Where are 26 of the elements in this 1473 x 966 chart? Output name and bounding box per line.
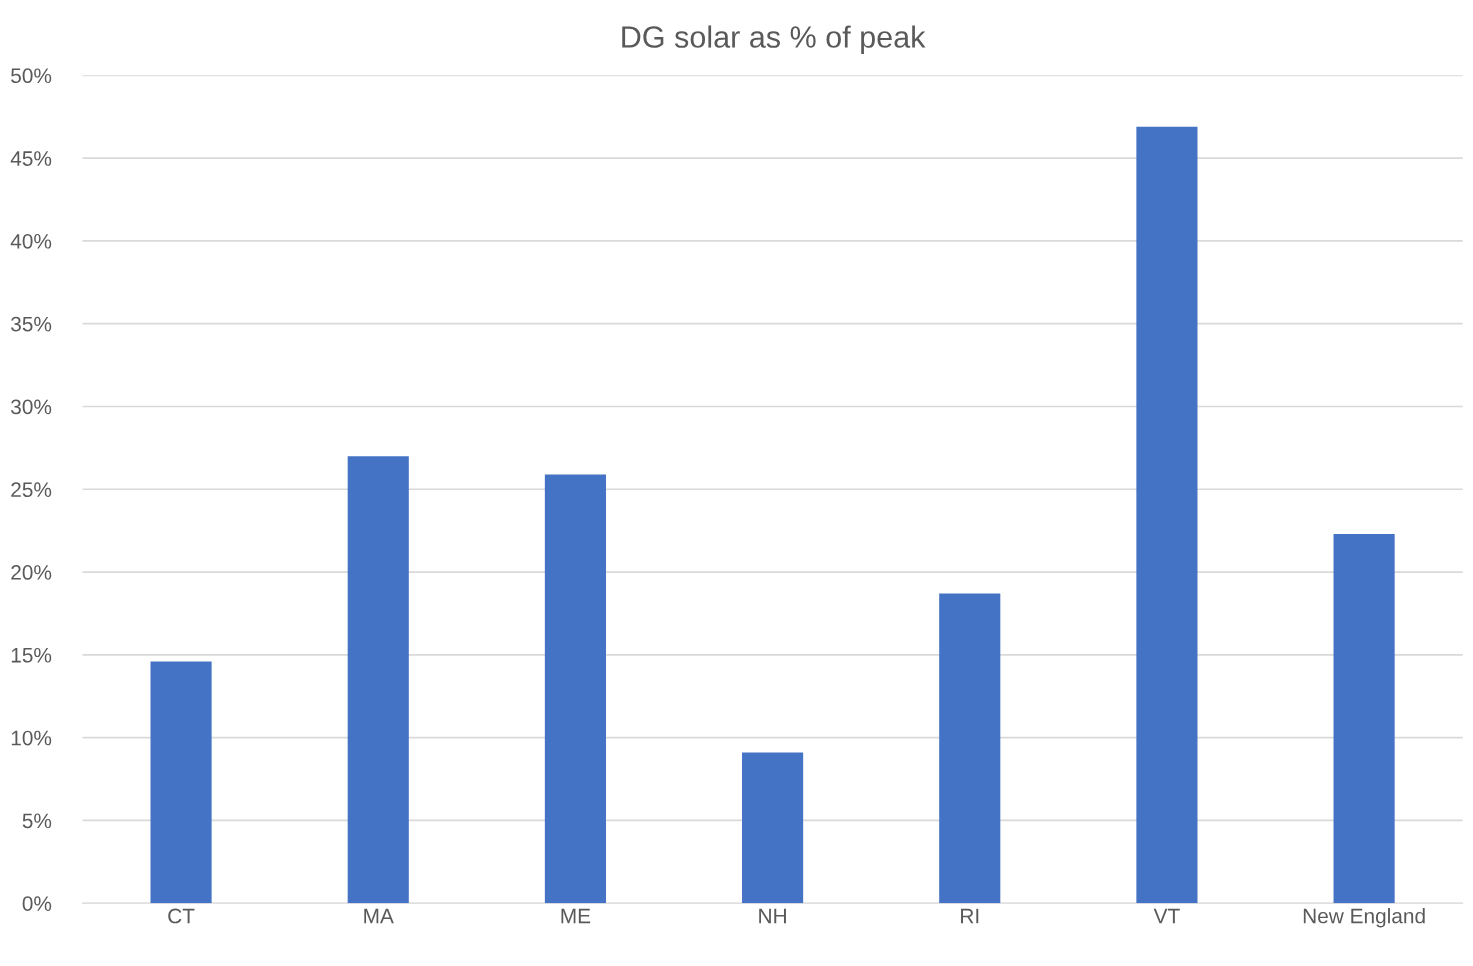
bar xyxy=(347,456,409,904)
x-tick-label: VT xyxy=(1153,908,1180,924)
bar xyxy=(544,474,606,904)
y-tick-label: 35% xyxy=(11,316,52,332)
x-tick-label: ME xyxy=(561,908,591,924)
y-tick-label: 0% xyxy=(22,896,52,911)
bar xyxy=(150,661,212,904)
y-tick-label: 10% xyxy=(11,730,52,746)
y-tick-label: 50% xyxy=(11,68,52,84)
y-tick-label: 20% xyxy=(11,565,52,580)
bar xyxy=(1136,126,1198,904)
x-tick-label: CT xyxy=(168,908,195,924)
y-tick-label: 15% xyxy=(11,647,52,663)
y-tick-label: 30% xyxy=(11,399,52,415)
x-tick-label: RI xyxy=(961,908,979,924)
y-tick-label: 25% xyxy=(11,482,52,498)
y-tick-label: 45% xyxy=(10,151,52,166)
x-tick-label: NH xyxy=(759,908,786,924)
x-tick-label: New England xyxy=(1303,908,1425,928)
bar xyxy=(939,593,1001,904)
x-tick-label: MA xyxy=(364,908,394,924)
chart-title: DG solar as % of peak xyxy=(622,25,926,54)
y-tick-label: 5% xyxy=(22,813,52,829)
bar xyxy=(742,752,804,904)
bar xyxy=(1333,533,1395,904)
y-tick-label: 40% xyxy=(10,233,52,249)
